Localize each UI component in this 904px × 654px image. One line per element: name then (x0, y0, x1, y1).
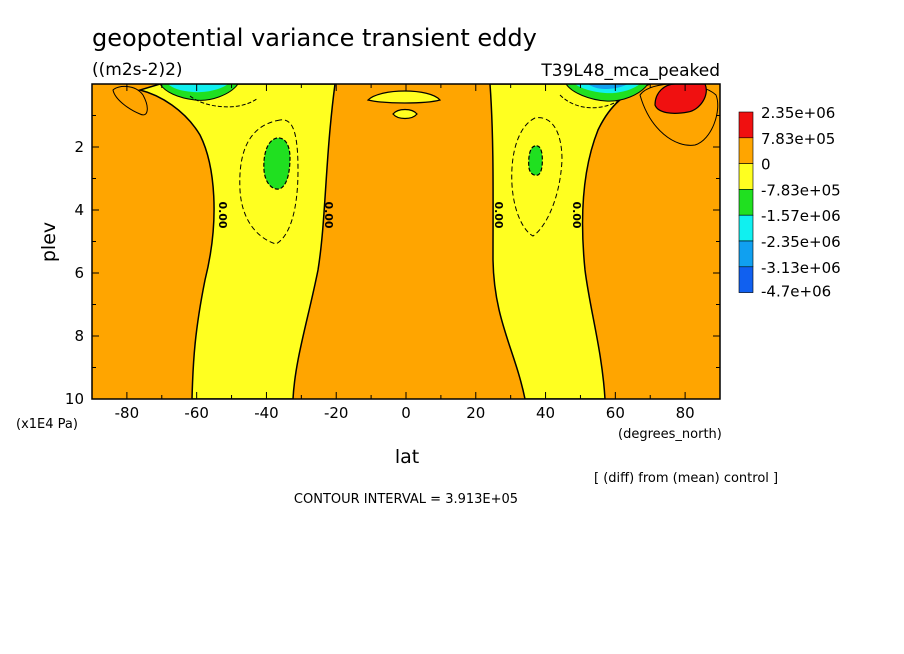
legend-label: -4.7e+06 (761, 283, 831, 301)
legend-swatch (738, 240, 754, 268)
south-top-cyan-band (168, 84, 228, 93)
contour-label: 0.00 (216, 201, 229, 228)
diff-note: [ (diff) from (mean) control ] (594, 471, 778, 486)
legend-swatch (738, 266, 754, 293)
x-tick-label: -20 (324, 404, 349, 422)
legend-swatch (738, 137, 754, 164)
x-tick-label: 40 (536, 404, 555, 422)
legend-label: -2.35e+06 (761, 233, 841, 251)
south-inner-contour (239, 119, 299, 245)
contour-label: 0.00 (322, 201, 335, 228)
legend-label: 2.35e+06 (761, 104, 835, 122)
north-inner-contour (511, 117, 563, 237)
north-polar-red-maximum (654, 84, 707, 114)
plot-area: 0.00 0.00 0.00 0.00 (91, 83, 721, 400)
y-tick-label: 10 (65, 390, 84, 408)
south-green-minimum (263, 137, 291, 190)
x-axis: -80 -60 -40 -20 0 20 40 60 80 (115, 84, 695, 422)
y-tick-label: 6 (74, 264, 84, 282)
contour-interval: CONTOUR INTERVAL = 3.913E+05 (294, 492, 518, 507)
north-top-dashed (559, 94, 621, 109)
equator-top-patch (366, 90, 442, 104)
legend-label: -3.13e+06 (761, 259, 841, 277)
x-tick-label: -40 (254, 404, 279, 422)
north-top-blue-band (588, 84, 628, 89)
legend-swatch (738, 163, 754, 190)
x-tick-label: 80 (676, 404, 695, 422)
plot-background (92, 84, 720, 399)
north-green-minimum (528, 145, 543, 176)
y-axis: 2 4 6 8 10 (65, 115, 720, 408)
equator-small-patch (392, 108, 418, 120)
contour-label: 0.00 (570, 201, 583, 228)
x-tick-label: 20 (466, 404, 485, 422)
chart-title: geopotential variance transient eddy (92, 24, 537, 52)
y-axis-title: plev (38, 222, 60, 262)
legend-swatch (738, 189, 754, 216)
x-unit-label: (degrees_north) (618, 427, 722, 442)
legend-label: 7.83e+05 (761, 130, 835, 148)
x-axis-title: lat (395, 446, 419, 468)
legend-label: -7.83e+05 (761, 181, 841, 199)
color-legend: 2.35e+06 7.83e+05 0 -7.83e+05 -1.57e+06 -2.35… (738, 104, 841, 301)
y-unit-label: (x1E4 Pa) (16, 417, 78, 432)
x-tick-label: 0 (401, 404, 411, 422)
x-tick-label: -80 (115, 404, 140, 422)
legend-swatch (738, 111, 754, 139)
legend-label: -1.57e+06 (761, 207, 841, 225)
north-polar-outer-contour (639, 84, 719, 146)
y-tick-label: 2 (74, 138, 84, 156)
experiment-label: T39L48_mca_peaked (540, 61, 720, 81)
legend-swatch (738, 214, 754, 242)
legend-label: 0 (761, 156, 771, 174)
chart-units: ((m2s-2)2) (92, 60, 183, 80)
y-tick-label: 8 (74, 327, 84, 345)
contour-label: 0.00 (492, 201, 505, 228)
y-tick-label: 4 (74, 201, 84, 219)
x-tick-label: -60 (184, 404, 209, 422)
x-tick-label: 60 (606, 404, 625, 422)
